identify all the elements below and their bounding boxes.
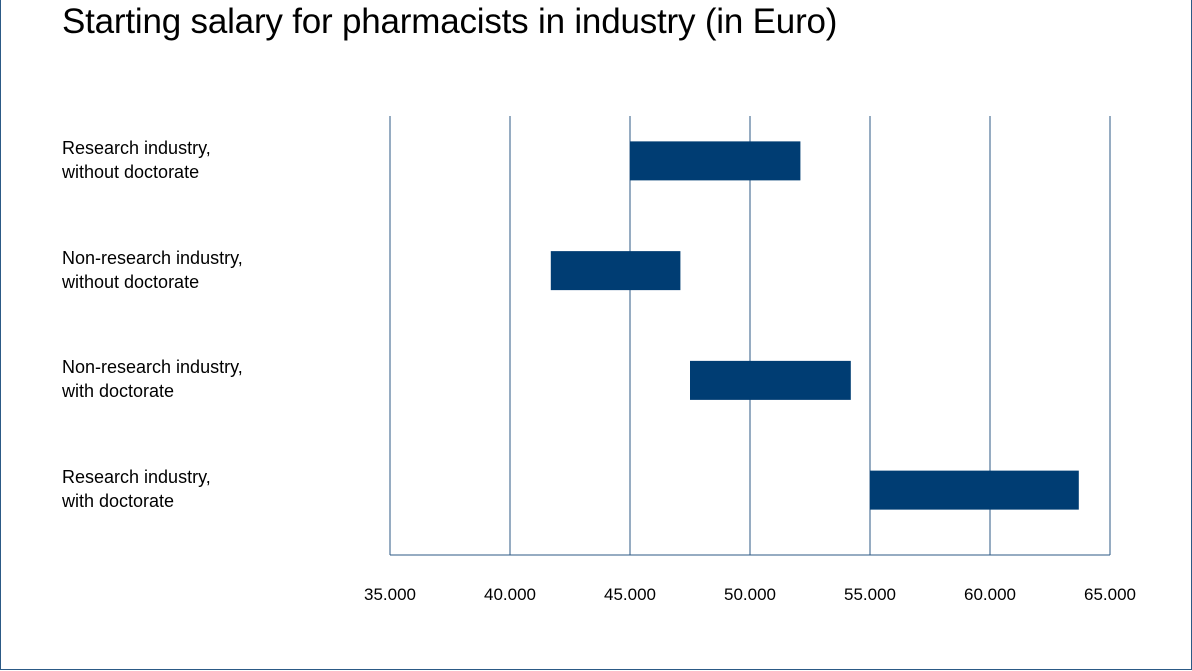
chart-title: Starting salary for pharmacists in indus… [62, 2, 838, 41]
category-label-line: without doctorate [62, 271, 200, 292]
category-label: Research industry, with doctorate [62, 465, 362, 513]
bar-2 [690, 360, 851, 400]
bar-3 [870, 470, 1079, 510]
category-label: Research industry, without doctorate [62, 136, 362, 184]
category-label-line: Non-research industry, [62, 247, 243, 268]
x-tick-label: 50.000 [724, 585, 776, 604]
x-tick-label: 40.000 [484, 585, 536, 604]
x-tick-label: 60.000 [964, 585, 1016, 604]
x-tick-label: 55.000 [844, 585, 896, 604]
x-tick-label: 65.000 [1084, 585, 1136, 604]
category-label-line: with doctorate [62, 381, 175, 402]
category-label-line: Research industry, [62, 137, 211, 158]
category-label-line: Research industry, [62, 467, 211, 488]
category-label: Non-research industry, without doctorate [62, 246, 362, 294]
category-label-line: without doctorate [62, 161, 200, 182]
category-label-line: with doctorate [62, 491, 175, 512]
category-label: Non-research industry, with doctorate [62, 355, 362, 403]
x-tick-label: 45.000 [604, 585, 656, 604]
category-label-line: Non-research industry, [62, 357, 243, 378]
bar-0 [630, 141, 801, 181]
x-tick-label: 35.000 [364, 585, 416, 604]
bar-1 [550, 251, 681, 291]
